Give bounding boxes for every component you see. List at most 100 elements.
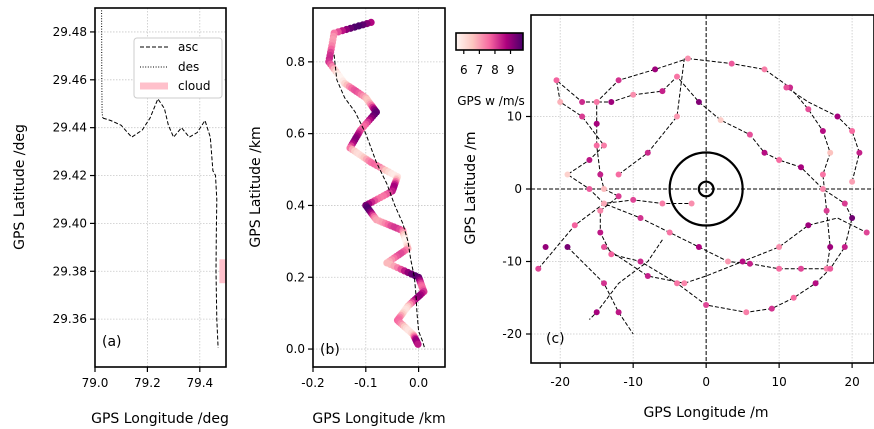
x-tick-label: 0 <box>702 375 710 389</box>
gps-point <box>652 66 659 73</box>
gps-point <box>593 120 600 127</box>
gps-point <box>659 200 666 207</box>
gps-point <box>630 196 637 203</box>
colorbar-tick-label: 7 <box>476 63 484 77</box>
x-tick-label: 79.2 <box>134 376 161 390</box>
gps-point <box>783 84 790 91</box>
y-tick-label: 29.40 <box>53 216 87 230</box>
panel-a-label: (a) <box>102 334 122 350</box>
gps-point <box>805 106 812 113</box>
gps-point <box>579 113 586 120</box>
y-tick-label: 29.36 <box>53 312 87 326</box>
series-path <box>555 58 853 313</box>
panel-a-legend: asc des cloud <box>133 37 223 99</box>
x-tick-label: 10 <box>771 375 786 389</box>
y-tick-label: 29.44 <box>53 121 87 135</box>
panel-b-series <box>325 18 428 350</box>
panel-b-xlabel: GPS Longitude /km <box>312 411 445 427</box>
x-tick-label: 0.0 <box>409 376 428 390</box>
gps-point <box>688 200 695 207</box>
x-tick-label: -0.1 <box>354 376 377 390</box>
gps-point <box>674 73 680 80</box>
series-path <box>333 54 426 350</box>
gps-point <box>776 157 783 163</box>
gps-point <box>739 258 746 265</box>
gps-point <box>798 265 804 272</box>
panel-a-series <box>101 10 226 348</box>
gps-point <box>703 302 710 308</box>
panel-a-frame <box>94 7 227 368</box>
gps-point <box>586 186 593 192</box>
series-path-segment <box>589 239 663 320</box>
gps-point <box>542 244 549 250</box>
panel-c-ticks: -20 -10 0 10 20 -20 -10 0 10 <box>502 110 859 390</box>
gps-point <box>659 88 666 95</box>
gps-point <box>819 171 826 178</box>
gps-point <box>601 244 607 250</box>
gps-point <box>827 244 834 250</box>
gps-point <box>849 215 856 221</box>
colorbar-tick-label: 6 <box>460 63 468 77</box>
panel-c-label: (c) <box>546 331 565 347</box>
gps-point <box>601 142 607 149</box>
panel-a-xlabel: GPS Longitude /deg <box>91 411 229 427</box>
panel-b-ylabel: GPS Latitude /km <box>248 126 264 247</box>
y-tick-label: 0.4 <box>286 198 305 212</box>
y-tick-label: 29.38 <box>53 264 87 278</box>
gps-point <box>674 280 680 287</box>
gps-point <box>608 251 615 258</box>
gps-point <box>637 215 644 221</box>
colorbar-gradient <box>455 32 524 51</box>
gps-point <box>841 244 848 250</box>
y-tick-label: 29.48 <box>53 25 87 39</box>
gps-point <box>827 265 834 272</box>
gps-point <box>805 222 812 229</box>
gps-point <box>666 229 673 236</box>
panel-b: -0.2 -0.1 0.0 0.0 0.2 0.4 0.6 0.8 (b) GPS Longi… <box>248 7 446 427</box>
y-tick-label: 0.2 <box>286 270 305 284</box>
gps-point <box>717 117 724 124</box>
gps-point <box>597 229 604 236</box>
y-tick-label: 29.42 <box>53 169 87 183</box>
gps-point <box>601 200 607 207</box>
series-path-segment <box>618 58 685 175</box>
legend-asc-label: asc <box>178 40 198 54</box>
gps-point <box>834 113 841 120</box>
gps-point <box>644 149 651 156</box>
gps-point <box>819 186 826 192</box>
gps-point <box>593 99 600 105</box>
gps-point <box>823 207 830 214</box>
legend-des-label: des <box>178 60 199 74</box>
colorbar-tick-label: 9 <box>507 63 515 77</box>
gps-point <box>695 244 702 250</box>
gps-point <box>768 305 775 312</box>
gps-point <box>761 149 768 156</box>
gps-point <box>827 149 834 156</box>
gps-point <box>644 273 651 279</box>
gps-point <box>601 186 607 192</box>
y-tick-label: 0 <box>514 182 522 196</box>
y-tick-label: 0.8 <box>286 55 305 69</box>
gps-point <box>819 128 826 134</box>
gps-point <box>557 99 564 105</box>
gps-point <box>841 200 848 207</box>
gps-point <box>553 77 560 84</box>
series-path-segment <box>786 87 860 182</box>
gps-point <box>776 265 783 272</box>
gps-point <box>776 244 783 250</box>
panel-a-ticks: 79.0 79.2 79.4 29.36 29.38 29.40 29.42 29.44 29.… <box>53 25 214 390</box>
y-tick-label: -20 <box>502 327 522 341</box>
gps-point <box>579 99 586 105</box>
series-asc <box>102 97 219 348</box>
gps-point <box>812 280 819 287</box>
gps-point <box>535 265 542 272</box>
gps-point <box>571 222 578 229</box>
gps-point <box>681 280 688 287</box>
panel-b-label: (b) <box>320 342 340 358</box>
target-ring <box>668 151 744 227</box>
gps-point <box>597 207 604 214</box>
gps-point <box>615 77 622 84</box>
